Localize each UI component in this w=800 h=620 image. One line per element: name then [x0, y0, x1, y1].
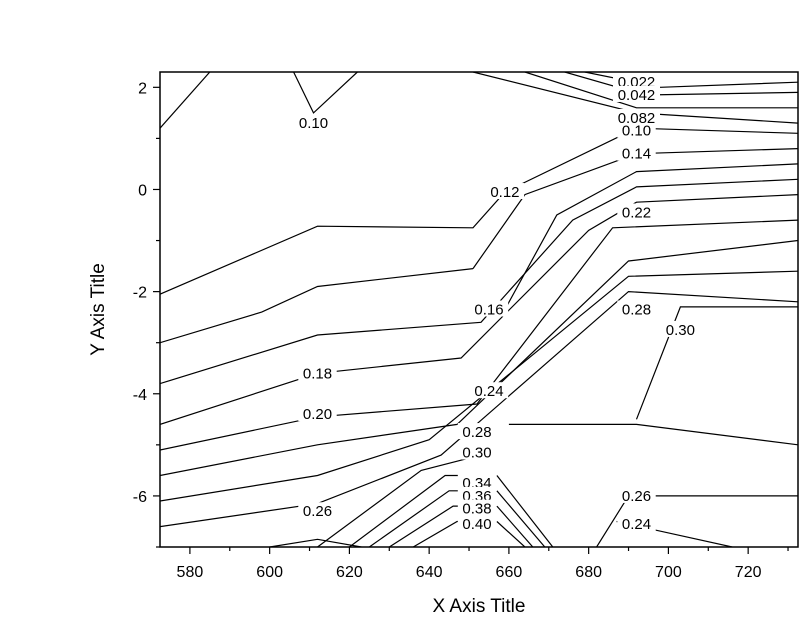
- contour-label: 0.10: [622, 123, 651, 140]
- contour-label-bg: [617, 203, 656, 220]
- contour-line: [160, 270, 798, 502]
- contour-label-bg: [617, 144, 656, 161]
- y-axis: 2 0 -2 -4 -6: [133, 80, 160, 548]
- contour-label-bg: [298, 405, 337, 422]
- contour-line: [160, 219, 798, 451]
- contour-line: [524, 72, 798, 109]
- contour-label: 0.20: [303, 406, 332, 423]
- contour-line: [496, 521, 526, 547]
- contour-label: 0.082: [618, 110, 656, 127]
- contour-label-bg: [613, 85, 661, 102]
- contour-line: [317, 454, 482, 547]
- contour-label-bg: [457, 474, 497, 491]
- contour-label: 0.22: [622, 204, 651, 221]
- x-tick-label: 700: [655, 564, 682, 581]
- contour-line: [504, 163, 798, 310]
- contour-label-bg: [617, 121, 656, 138]
- contour-label-bg: [617, 300, 656, 317]
- x-tick-label: 640: [416, 564, 443, 581]
- contour-label-bg: [298, 502, 337, 519]
- contour-labels: 0.10 0.100.0220.0420.0820.120.140.160.180…: [294, 73, 700, 533]
- contour-label-bg: [457, 515, 497, 532]
- contour-line: [293, 72, 358, 114]
- contour-label-bg: [661, 320, 700, 337]
- contour-label-bg: [457, 443, 497, 460]
- contour-label-bg: [485, 183, 525, 200]
- y-tick-label: 2: [138, 80, 147, 97]
- contour-label-bg: [298, 364, 337, 381]
- contour-line: [496, 475, 554, 547]
- contour-label-bg: [469, 300, 509, 317]
- contour-label: 0.26: [622, 488, 651, 505]
- contour-line: [496, 490, 546, 547]
- x-tick-label: 720: [735, 564, 762, 581]
- contour-label: 0.28: [622, 302, 651, 319]
- x-tick-label: 680: [575, 564, 602, 581]
- contour-label-bg: [457, 499, 497, 516]
- contour-label: 0.12: [490, 184, 519, 201]
- contour-label: 0.16: [474, 302, 503, 319]
- contour-label-bg: [617, 515, 656, 532]
- x-tick-label: 660: [496, 564, 523, 581]
- contour-line: [269, 538, 362, 547]
- contour-label: 0.30: [462, 445, 491, 462]
- x-tick-label: 580: [177, 564, 204, 581]
- contour-line: [160, 127, 798, 295]
- contour-label: 0.26: [303, 503, 332, 520]
- contour-label-bg: [613, 108, 661, 125]
- contour-label-bg: [457, 486, 497, 503]
- plot-frame: [159, 71, 799, 548]
- contour-label: 0.042: [618, 87, 656, 104]
- contour-line: [472, 148, 798, 269]
- contour-label: 0.30: [666, 322, 695, 339]
- x-axis-title: X Axis Title: [433, 596, 526, 617]
- contour-label: 0.38: [462, 501, 491, 518]
- contour-line: [496, 505, 534, 547]
- contour-label: 0.24: [622, 516, 651, 533]
- x-tick-label: 620: [336, 564, 363, 581]
- contour-line: [635, 306, 798, 420]
- y-tick-label: 0: [138, 182, 147, 199]
- y-tick-label: -6: [133, 489, 147, 506]
- contour-line: [584, 72, 798, 88]
- contour-label-bg: [294, 114, 333, 131]
- x-tick-label: 600: [256, 564, 283, 581]
- x-axis: 580 600 620 640 660 680 700 720: [177, 547, 789, 581]
- contour-line: [160, 178, 798, 385]
- contour-label: 0.28: [462, 424, 491, 441]
- contour-line: [160, 194, 798, 425]
- contour-line: [160, 268, 474, 344]
- contour-line: [160, 290, 798, 528]
- contour-label-bg: [617, 486, 656, 503]
- contour-line: [160, 72, 211, 129]
- contour-label: 0.24: [474, 383, 503, 400]
- contour-label: 0.18: [303, 365, 332, 382]
- contour-label: 0.40: [462, 516, 491, 533]
- contour-line: [160, 239, 798, 477]
- contour-label-bg: [469, 382, 509, 399]
- y-tick-label: -2: [133, 285, 147, 302]
- contour-line: [508, 423, 798, 446]
- y-axis-title: Y Axis Title: [88, 263, 109, 356]
- contour-label-bg: [613, 73, 661, 90]
- contour-label: 0.10: [299, 115, 328, 132]
- y-tick-label: -4: [133, 387, 147, 404]
- contour-label-bg: [457, 423, 497, 440]
- contour-label: 0.14: [622, 146, 651, 163]
